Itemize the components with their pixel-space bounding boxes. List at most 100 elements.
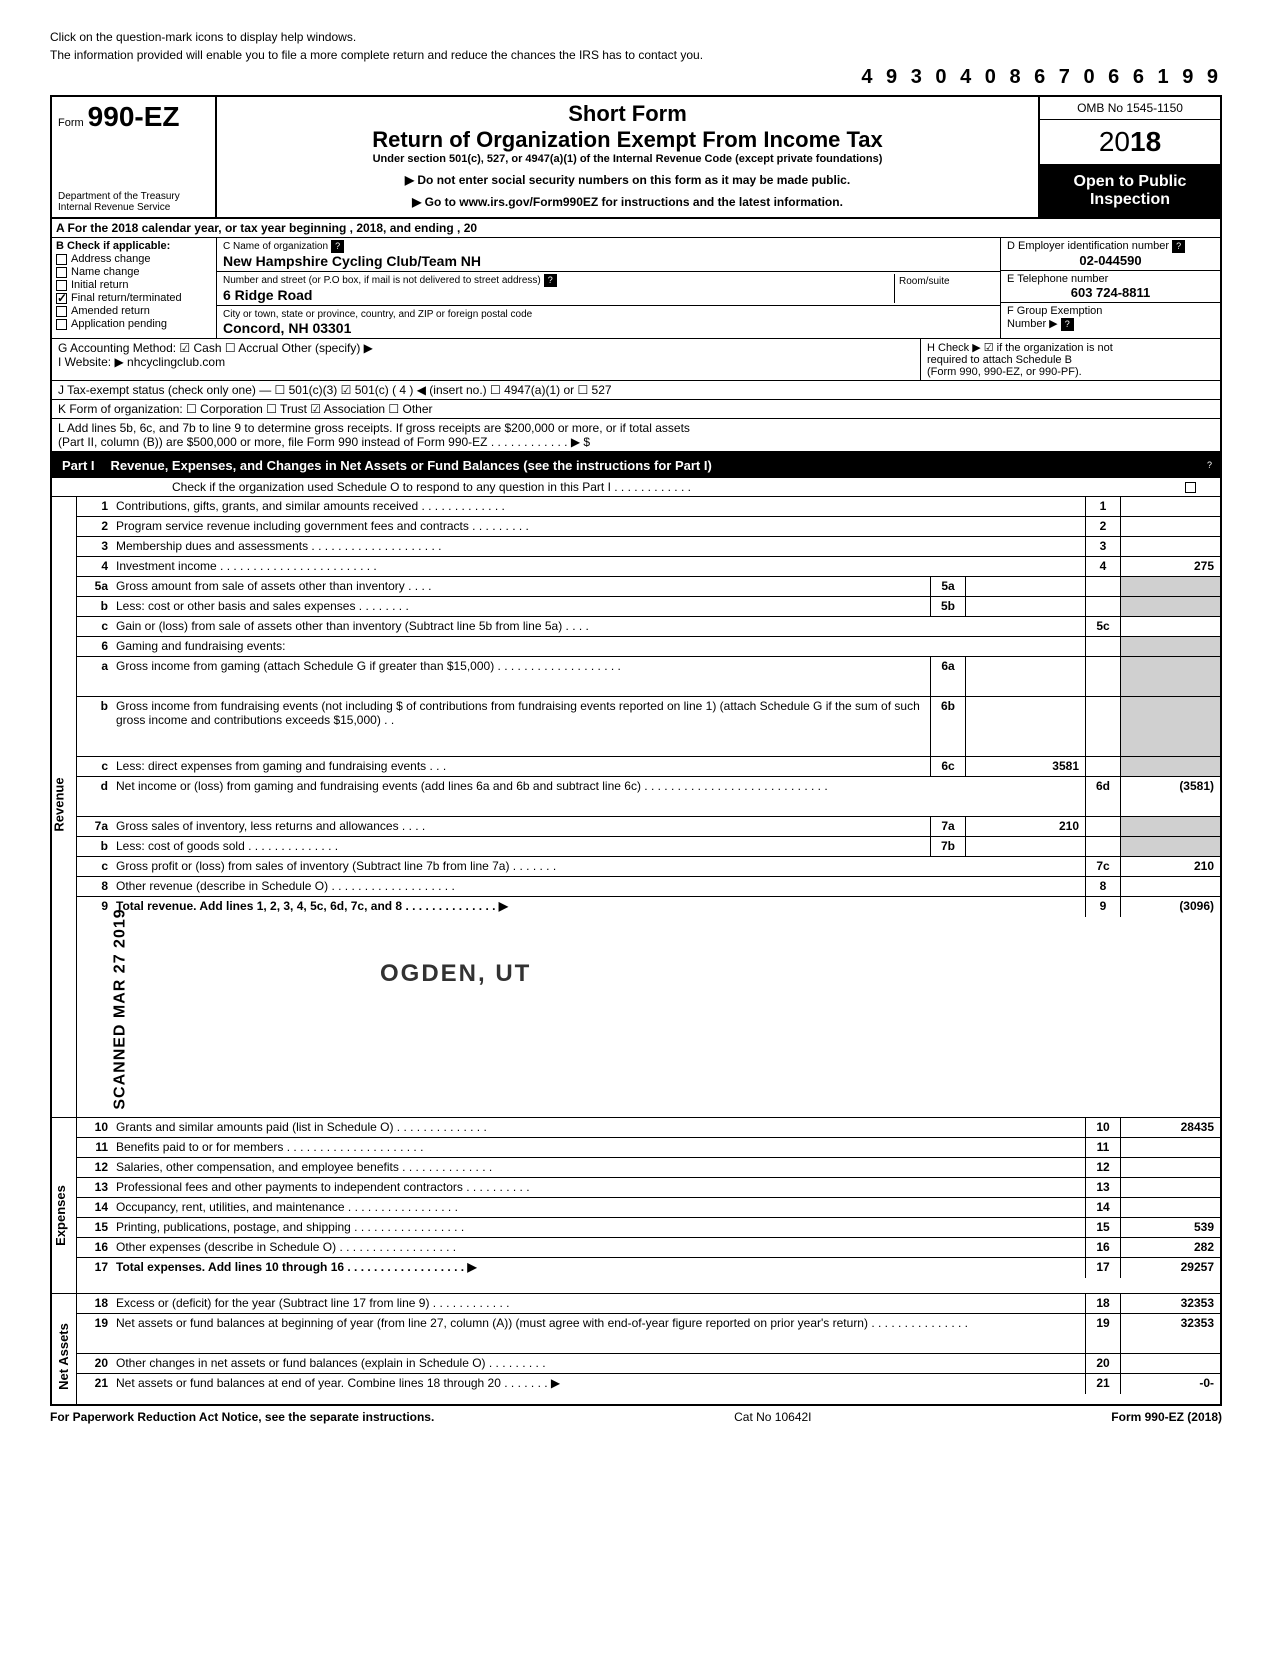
help-icon[interactable]: ?: [1203, 459, 1216, 472]
line-no: 3: [77, 537, 112, 556]
amt-shaded: [1120, 637, 1220, 656]
line-no: 18: [77, 1294, 112, 1313]
street-label: Number and street (or P.O box, if mail i…: [223, 275, 541, 286]
sub-amt-label: 6a: [930, 657, 965, 696]
form-number: 990-EZ: [88, 101, 180, 133]
dept-irs: Internal Revenue Service: [58, 202, 209, 213]
line-desc: Grants and similar amounts paid (list in…: [112, 1118, 1085, 1137]
line-j: J Tax-exempt status (check only one) — ☐…: [52, 381, 1220, 399]
chk-initial-return[interactable]: [56, 280, 67, 291]
amt-label: 10: [1085, 1118, 1120, 1137]
footer-catno: Cat No 10642I: [734, 1410, 811, 1424]
help-text-1: Click on the question-mark icons to disp…: [50, 30, 1222, 44]
line-no: a: [77, 657, 112, 696]
part1-lines: Revenue 1Contributions, gifts, grants, a…: [50, 497, 1222, 1406]
amt-label-shaded: [1085, 597, 1120, 616]
amt-shaded: [1120, 577, 1220, 596]
chk-application-pending[interactable]: [56, 319, 67, 330]
under-section: Under section 501(c), 527, or 4947(a)(1)…: [225, 153, 1030, 165]
sub-amt-label: 6b: [930, 697, 965, 756]
help-icon[interactable]: ?: [1172, 240, 1185, 253]
amt-shaded: [1120, 757, 1220, 776]
chk-address-change[interactable]: [56, 254, 67, 265]
amt-label: 20: [1085, 1354, 1120, 1373]
sub-amt: [965, 697, 1085, 756]
lbl-final-return: Final return/terminated: [71, 292, 182, 304]
f-label: F Group Exemption: [1007, 305, 1102, 317]
amt-label: 17: [1085, 1258, 1120, 1278]
line-desc: Membership dues and assessments . . . . …: [112, 537, 1085, 556]
expenses-side-label: Expenses: [53, 1185, 68, 1246]
sub-amt-label: 5a: [930, 577, 965, 596]
amt-value: [1120, 877, 1220, 896]
section-b-header: B Check if applicable:: [56, 240, 212, 252]
room-label: Room/suite: [899, 276, 950, 287]
line-k: K Form of organization: ☐ Corporation ☐ …: [52, 400, 1220, 418]
amt-value: [1120, 1158, 1220, 1177]
amt-shaded: [1120, 837, 1220, 856]
line-desc: Other revenue (describe in Schedule O) .…: [112, 877, 1085, 896]
line-no: 2: [77, 517, 112, 536]
line-no: 7a: [77, 817, 112, 836]
help-icon[interactable]: ?: [331, 240, 344, 253]
line-h-1: H Check ▶ ☑ if the organization is not: [927, 341, 1214, 354]
chk-amended-return[interactable]: [56, 306, 67, 317]
amt-label: 8: [1085, 877, 1120, 896]
line-no: c: [77, 757, 112, 776]
line-desc: Less: cost or other basis and sales expe…: [112, 597, 930, 616]
lbl-name-change: Name change: [71, 266, 140, 278]
sub-amt: [965, 837, 1085, 856]
amt-value: 32353: [1120, 1294, 1220, 1313]
amt-label-shaded: [1085, 757, 1120, 776]
lbl-application-pending: Application pending: [71, 318, 167, 330]
line-i: I Website: ▶ nhcyclingclub.com: [58, 355, 914, 369]
ein-value: 02-044590: [1007, 253, 1214, 268]
chk-schedule-o[interactable]: [1185, 482, 1196, 493]
phone-value: 603 724-8811: [1007, 285, 1214, 300]
amt-value: [1120, 497, 1220, 516]
return-title: Return of Organization Exempt From Incom…: [225, 127, 1030, 153]
line-g: G Accounting Method: ☑ Cash ☐ Accrual Ot…: [58, 341, 914, 355]
line-desc: Other changes in net assets or fund bala…: [112, 1354, 1085, 1373]
amt-value: [1120, 1178, 1220, 1197]
schedule-o-text: Check if the organization used Schedule …: [172, 480, 691, 494]
line-no: 4: [77, 557, 112, 576]
line-l-1: L Add lines 5b, 6c, and 7b to line 9 to …: [58, 421, 1214, 435]
footer-paperwork: For Paperwork Reduction Act Notice, see …: [50, 1410, 434, 1424]
chk-name-change[interactable]: [56, 267, 67, 278]
city-value: Concord, NH 03301: [223, 320, 351, 336]
line-desc: Program service revenue including govern…: [112, 517, 1085, 536]
chk-final-return[interactable]: [56, 293, 67, 304]
line-desc: Excess or (deficit) for the year (Subtra…: [112, 1294, 1085, 1313]
line-no: c: [77, 857, 112, 876]
line-no: 6: [77, 637, 112, 656]
amt-value: [1120, 1138, 1220, 1157]
line-desc: Less: cost of goods sold . . . . . . . .…: [112, 837, 930, 856]
city-label: City or town, state or province, country…: [223, 309, 532, 320]
sub-amt: 3581: [965, 757, 1085, 776]
amt-value: [1120, 517, 1220, 536]
omb-number: OMB No 1545-1150: [1040, 97, 1220, 120]
amt-label: 9: [1085, 897, 1120, 917]
sub-amt: 210: [965, 817, 1085, 836]
amt-label: 13: [1085, 1178, 1120, 1197]
line-desc: Professional fees and other payments to …: [112, 1178, 1085, 1197]
part1-label: Part I: [52, 455, 105, 476]
year-bold: 18: [1130, 126, 1161, 157]
part1-header: Part I Revenue, Expenses, and Changes in…: [50, 453, 1222, 478]
org-name: New Hampshire Cycling Club/Team NH: [223, 253, 481, 269]
help-icon[interactable]: ?: [1061, 318, 1074, 331]
line-desc: Other expenses (describe in Schedule O) …: [112, 1238, 1085, 1257]
help-icon[interactable]: ?: [544, 274, 557, 287]
amt-label: 18: [1085, 1294, 1120, 1313]
sub-amt-label: 7b: [930, 837, 965, 856]
line-no: 8: [77, 877, 112, 896]
line-no: 14: [77, 1198, 112, 1217]
line-no: c: [77, 617, 112, 636]
c-label: C Name of organization: [223, 241, 328, 252]
line-desc: Total revenue. Add lines 1, 2, 3, 4, 5c,…: [112, 897, 1085, 917]
line-desc: Printing, publications, postage, and shi…: [112, 1218, 1085, 1237]
line-no: 10: [77, 1118, 112, 1137]
e-label: E Telephone number: [1007, 273, 1108, 285]
d-label: D Employer identification number: [1007, 240, 1169, 252]
